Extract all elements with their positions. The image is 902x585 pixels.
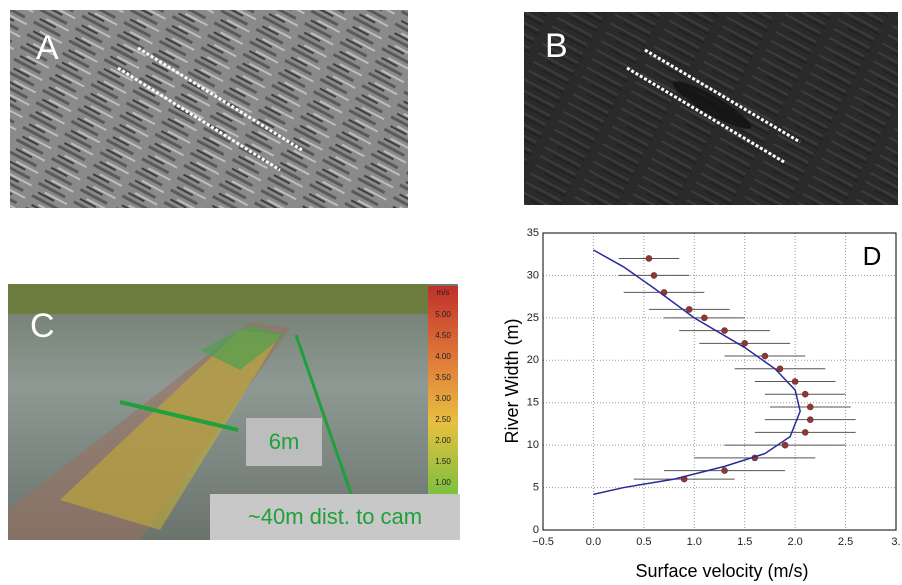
dotted-line	[626, 66, 785, 164]
point	[761, 352, 769, 360]
panel-a: A	[10, 10, 408, 208]
note-box	[210, 494, 460, 540]
x-tick-label: 1.5	[737, 536, 752, 548]
point	[776, 365, 784, 373]
point	[650, 272, 658, 279]
point	[721, 327, 728, 334]
colorbar-unit: m/s	[437, 288, 450, 297]
point	[685, 306, 693, 313]
y-tick-label: 25	[527, 312, 539, 324]
panel-label: A	[36, 29, 59, 67]
x-tick-label: 3.	[891, 536, 900, 548]
y-tick-label: 15	[527, 397, 539, 409]
panel-label: B	[545, 27, 568, 65]
dotted-line	[117, 66, 281, 172]
colorbar-label: 5.00	[435, 310, 451, 319]
point	[801, 390, 809, 398]
point	[701, 314, 708, 322]
far-bank	[8, 284, 428, 314]
width-note: 6m	[269, 429, 300, 454]
velocity-field-fast	[200, 325, 285, 370]
colorbar-label: 4.50	[435, 331, 451, 340]
panel-b: B	[524, 12, 898, 205]
y-axis-label: River Width (m)	[502, 319, 522, 444]
fit-curve	[593, 249, 801, 496]
point	[741, 340, 749, 347]
point	[801, 429, 809, 436]
plot-frame	[542, 232, 897, 531]
y-tick-label: 10	[527, 439, 539, 451]
x-tick-label: 0.0	[586, 536, 601, 548]
point	[645, 255, 653, 262]
colorbar-label: 1.00	[435, 478, 451, 487]
y-tick-label: 0	[533, 524, 539, 536]
point	[721, 467, 728, 474]
colorbar-label: 4.00	[435, 352, 451, 361]
colorbar-label: 3.50	[435, 373, 451, 382]
colorbar-labels: 5.00 4.50 4.00 3.50 3.00 2.50 2.00 1.50 1.00	[435, 310, 451, 487]
panel-c: m/s 5.00 4.50 4.00 3.50 3.00 2.50 2.00 1.50 1.00…	[8, 284, 460, 540]
point	[806, 403, 814, 411]
panel-d: −0.5 0.0 0.5 1.0 1.5 2.0 2.5 3. 0 5 10 15 20 25 30 35 D S…	[502, 227, 901, 581]
x-tick-label: 2.5	[838, 536, 853, 548]
point	[791, 378, 799, 385]
x-tick-label: 1.0	[687, 536, 702, 548]
colorbar	[428, 286, 458, 496]
point	[806, 416, 814, 423]
distance-note: ~40m dist. to cam	[248, 504, 422, 529]
distance-arrow	[294, 334, 358, 509]
y-tick-label: 5	[533, 481, 539, 493]
y-tick-label: 30	[527, 269, 539, 281]
colorbar-label: 3.00	[435, 394, 451, 403]
x-tick-label: 0.5	[636, 536, 651, 548]
width-arrow	[119, 400, 239, 432]
x-tick-label: 2.0	[787, 536, 802, 548]
panel-label: D	[863, 241, 882, 271]
dotted-line	[644, 48, 801, 144]
colorbar-label: 1.50	[435, 457, 451, 466]
correlation-peak	[672, 81, 752, 129]
y-tick-label: 20	[527, 354, 539, 366]
colorbar-label: 2.00	[435, 436, 451, 445]
dotted-line	[137, 46, 303, 152]
velocity-field	[60, 330, 280, 530]
x-axis-label: Surface velocity (m/s)	[635, 561, 808, 581]
note-box	[246, 418, 322, 466]
image-a	[10, 10, 408, 208]
panel-label: C	[30, 307, 55, 345]
colorbar-label: 2.50	[435, 415, 451, 424]
y-tick-label: 35	[527, 227, 539, 239]
x-tick-label: −0.5	[532, 536, 554, 548]
point	[781, 441, 789, 449]
